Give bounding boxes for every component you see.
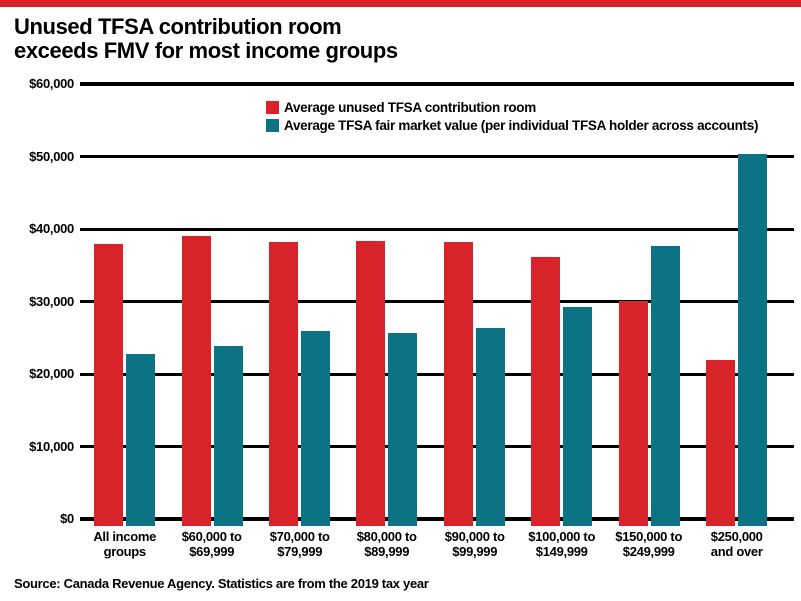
x-axis-tick-line: $69,999 xyxy=(189,544,235,559)
x-axis-tick-line: groups xyxy=(103,544,147,559)
bar-series2-$250,000 and over xyxy=(738,154,767,526)
legend: Average unused TFSA contribution room Av… xyxy=(266,100,758,136)
gridline-$30,000 xyxy=(80,300,794,303)
bar-series1-$250,000 and over xyxy=(706,360,735,526)
gridline-$50,000 xyxy=(80,155,794,158)
x-axis-tick-line: $90,000 to xyxy=(444,529,505,544)
chart-title-line2: exceeds FMV for most income groups xyxy=(14,38,398,63)
x-axis-tick-line: $150,000 to xyxy=(615,529,683,544)
legend-item-contribution-room: Average unused TFSA contribution room xyxy=(266,100,758,115)
x-axis-tick-label: $150,000 to $249,999 xyxy=(599,529,698,559)
x-axis-tick-label: $60,000 to $69,999 xyxy=(162,529,261,559)
x-axis-tick-line: $149,999 xyxy=(535,544,588,559)
bar-series2-$60,000 to $69,999 xyxy=(214,346,243,526)
y-axis-tick-label: $20,000 xyxy=(29,366,74,381)
x-axis-tick-line: $89,999 xyxy=(364,544,410,559)
bar-series1-$150,000 to $249,999 xyxy=(619,301,648,526)
gridline-$40,000 xyxy=(80,228,794,231)
y-axis-tick-label: $40,000 xyxy=(29,221,74,236)
y-axis-tick-label: $30,000 xyxy=(29,294,74,309)
y-axis-tick-label: $60,000 xyxy=(29,76,74,91)
bar-series2-$70,000 to $79,999 xyxy=(301,331,330,526)
bar-series1-$100,000 to $149,999 xyxy=(531,257,560,526)
y-axis-tick-label: $10,000 xyxy=(29,439,74,454)
x-axis-tick-line: $99,999 xyxy=(452,544,498,559)
legend-label: Average unused TFSA contribution room xyxy=(284,100,536,115)
source-note: Source: Canada Revenue Agency. Statistic… xyxy=(14,576,429,591)
bar-series1-$90,000 to $99,999 xyxy=(444,242,473,526)
y-axis-tick-label: $0 xyxy=(60,511,74,526)
legend-item-fair-market-value: Average TFSA fair market value (per indi… xyxy=(266,118,758,133)
x-axis-tick-label: $80,000 to $89,999 xyxy=(337,529,436,559)
gridline-$20,000 xyxy=(80,373,794,376)
bar-series2-$90,000 to $99,999 xyxy=(476,328,505,526)
x-axis-tick-line: $100,000 to xyxy=(528,529,596,544)
x-axis-tick-label: $70,000 to $79,999 xyxy=(250,529,349,559)
bar-series2-$100,000 to $149,999 xyxy=(563,307,592,526)
x-axis-tick-line: $80,000 to xyxy=(356,529,417,544)
top-accent-rule xyxy=(0,0,801,7)
x-axis-tick-line: All income xyxy=(93,529,157,544)
bar-series1-$80,000 to $89,999 xyxy=(356,241,385,526)
bar-series1-$70,000 to $79,999 xyxy=(269,242,298,526)
y-axis-tick-label: $50,000 xyxy=(29,149,74,164)
x-axis-tick-label: $250,000 and over xyxy=(687,529,786,559)
bar-series2-$150,000 to $249,999 xyxy=(651,246,680,526)
legend-label: Average TFSA fair market value (per indi… xyxy=(284,118,759,133)
bar-series1-$60,000 to $69,999 xyxy=(182,236,211,526)
legend-swatch-red xyxy=(266,101,279,114)
bar-series2-All income groups xyxy=(126,354,155,526)
x-axis-tick-label: $90,000 to $99,999 xyxy=(425,529,524,559)
x-axis-tick-line: $250,000 xyxy=(710,529,763,544)
gridline-$0 xyxy=(80,517,794,521)
gridline-$60,000 xyxy=(80,82,794,86)
x-axis-tick-line: $60,000 to xyxy=(181,529,242,544)
x-axis-tick-label: $100,000 to $149,999 xyxy=(512,529,611,559)
bar-series1-All income groups xyxy=(94,244,123,526)
gridline-$10,000 xyxy=(80,445,794,448)
bar-series2-$80,000 to $89,999 xyxy=(388,333,417,526)
x-axis-tick-line: $79,999 xyxy=(277,544,323,559)
x-axis-tick-line: and over xyxy=(710,544,763,559)
chart-title: Unused TFSA contribution room exceeds FM… xyxy=(14,15,398,63)
x-axis-tick-label: All income groups xyxy=(75,529,174,559)
chart-title-line1: Unused TFSA contribution room xyxy=(14,14,342,39)
x-axis-tick-line: $249,999 xyxy=(622,544,675,559)
x-axis-tick-line: $70,000 to xyxy=(269,529,330,544)
legend-swatch-teal xyxy=(266,119,279,132)
